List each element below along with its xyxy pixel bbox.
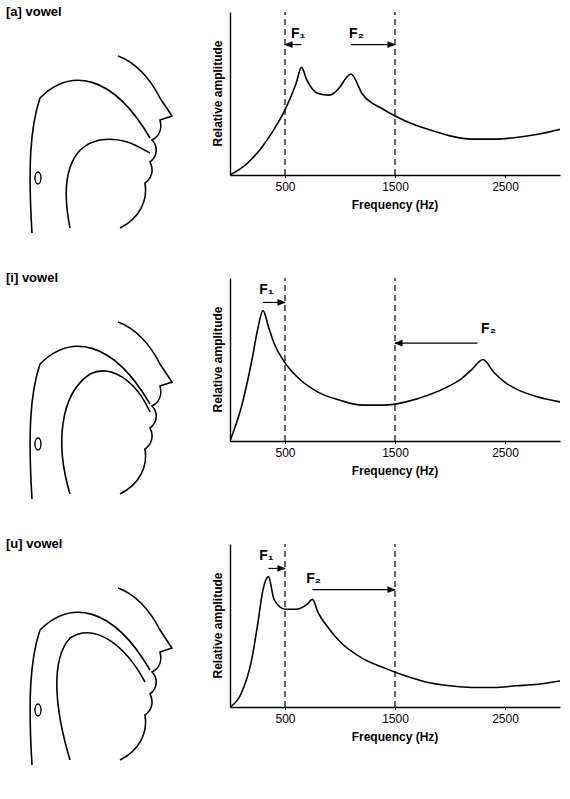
x-tick-mark — [285, 707, 286, 710]
vocal-folds — [35, 704, 41, 716]
palate — [40, 80, 150, 138]
reference-line — [394, 278, 395, 441]
y-axis-title: Relative amplitude — [211, 40, 225, 146]
x-tick-mark — [395, 707, 396, 710]
plot-area — [230, 544, 560, 707]
vocal-folds — [35, 438, 41, 450]
formant-label: F₁ — [291, 25, 306, 41]
formant-arrow — [395, 343, 478, 344]
x-tick: 2500 — [492, 175, 519, 194]
formant-label: F₁ — [259, 547, 274, 563]
y-axis-title: Relative amplitude — [211, 306, 225, 412]
pharynx-wall — [30, 630, 40, 765]
panel: [u] vowel 500 1500 2500 Frequency (Hz) Relati… — [6, 536, 561, 765]
y-axis — [230, 279, 231, 442]
reference-line — [284, 12, 285, 175]
formant-arrow — [269, 568, 286, 569]
x-tick-mark — [505, 175, 506, 178]
formant-label: F₂ — [481, 320, 496, 336]
pharynx-wall — [30, 364, 40, 499]
panel-title: [i] vowel — [6, 270, 58, 285]
y-axis — [230, 13, 231, 176]
x-tick: 500 — [275, 175, 295, 194]
reference-line — [394, 544, 395, 707]
y-axis — [230, 545, 231, 708]
x-tick-mark — [285, 441, 286, 444]
x-axis: 500 1500 2500 — [231, 175, 561, 194]
axis-line — [230, 13, 231, 176]
x-tick-label: 500 — [275, 446, 295, 460]
tongue — [57, 633, 145, 760]
panel-title: [u] vowel — [6, 536, 62, 551]
x-tick-mark — [395, 175, 396, 178]
panel: [i] vowel 500 1500 2500 Frequency (Hz) Relati… — [6, 270, 561, 499]
plot-area — [230, 278, 560, 441]
y-axis-title: Relative amplitude — [211, 572, 225, 678]
vocal-folds — [35, 172, 41, 184]
axis-line — [230, 279, 231, 442]
x-tick-label: 2500 — [492, 446, 519, 460]
formant-label: F₁ — [259, 281, 274, 297]
formant-arrow — [285, 44, 302, 45]
x-tick-label: 1500 — [382, 180, 409, 194]
vocal-tract-drawing — [30, 322, 172, 499]
x-tick-mark — [395, 441, 396, 444]
x-tick-label: 500 — [275, 712, 295, 726]
x-tick-label: 2500 — [492, 180, 519, 194]
x-axis-title: Frequency (Hz) — [352, 730, 439, 744]
x-tick-label: 1500 — [382, 712, 409, 726]
formant-label: F₂ — [306, 570, 321, 586]
x-tick: 1500 — [382, 175, 409, 194]
pharynx-wall — [30, 98, 40, 233]
face-profile — [118, 322, 172, 494]
axis-line — [230, 545, 231, 708]
x-tick-mark — [505, 707, 506, 710]
vocal-tract-drawing — [30, 56, 172, 233]
x-tick-label: 2500 — [492, 712, 519, 726]
reference-line — [394, 12, 395, 175]
x-axis: 500 1500 2500 — [231, 441, 561, 460]
face-profile — [118, 588, 172, 760]
x-axis-title: Frequency (Hz) — [352, 198, 439, 212]
x-tick: 1500 — [382, 707, 409, 726]
x-tick: 2500 — [492, 441, 519, 460]
x-tick: 1500 — [382, 441, 409, 460]
tongue — [62, 371, 150, 494]
figure: [a] vowel 500 1500 2500 Frequency (Hz) Relati… — [0, 0, 570, 799]
panel: [a] vowel 500 1500 2500 Frequency (Hz) Relati… — [6, 4, 561, 233]
spectrum-line — [230, 67, 560, 175]
panel-title: [a] vowel — [6, 4, 62, 19]
palate — [40, 612, 150, 670]
spectrum-line — [230, 577, 560, 707]
x-axis: 500 1500 2500 — [231, 707, 561, 726]
x-tick: 500 — [275, 707, 295, 726]
formant-label: F₂ — [349, 25, 364, 41]
formant-arrow — [263, 302, 285, 303]
x-axis-title: Frequency (Hz) — [352, 464, 439, 478]
x-tick-label: 1500 — [382, 446, 409, 460]
plot-area — [230, 12, 560, 175]
x-tick: 2500 — [492, 707, 519, 726]
palate — [40, 346, 150, 404]
spectrum-line — [230, 311, 560, 441]
x-tick: 500 — [275, 441, 295, 460]
x-tick-label: 500 — [275, 180, 295, 194]
x-tick-mark — [505, 441, 506, 444]
x-tick-mark — [285, 175, 286, 178]
vocal-tract-drawing — [30, 588, 172, 765]
formant-arrow — [313, 589, 396, 590]
tongue — [66, 139, 150, 228]
formant-arrow — [351, 44, 395, 45]
